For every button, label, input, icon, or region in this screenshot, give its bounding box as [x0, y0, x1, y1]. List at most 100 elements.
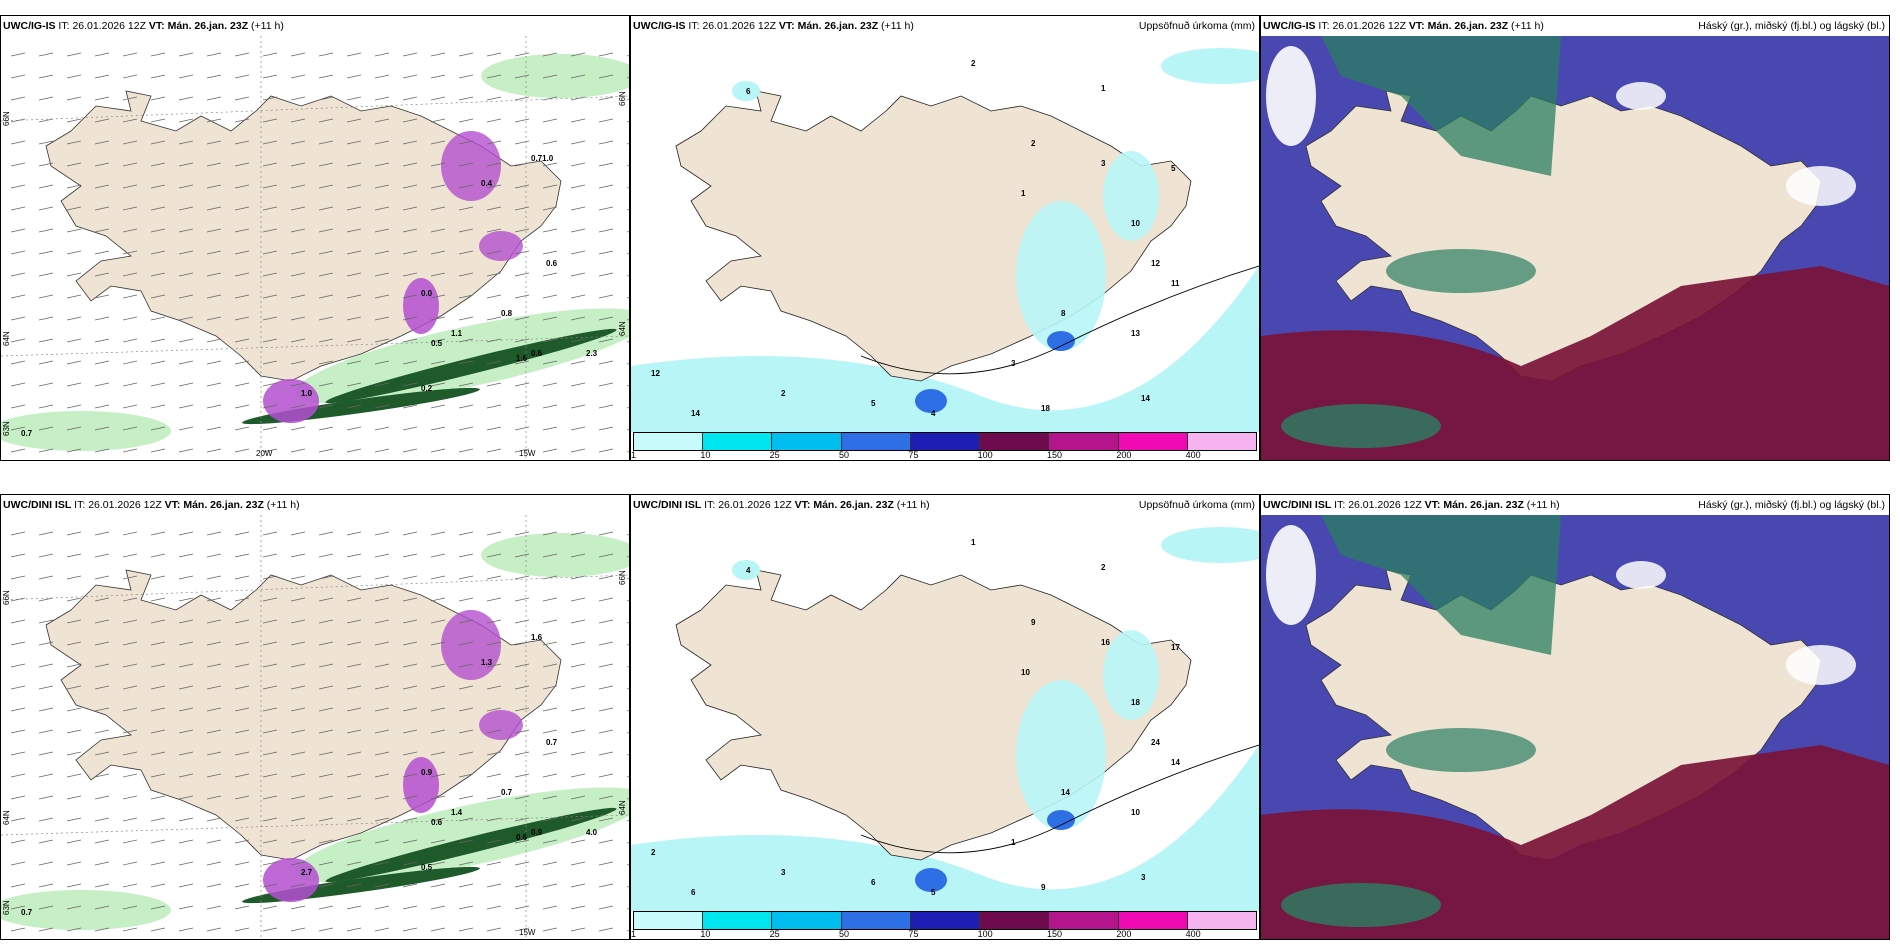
- wind-barb: [10, 272, 26, 277]
- wind-barb: [374, 729, 390, 734]
- wind-barb: [598, 729, 614, 734]
- precip-value: 1: [971, 538, 976, 547]
- snow-area: [403, 757, 439, 813]
- panel-title: Uppsöfnuð úrkoma (mm): [1138, 499, 1255, 511]
- wind-barb: [374, 773, 390, 778]
- wind-barb: [38, 685, 54, 690]
- wind-barb: [10, 74, 26, 79]
- wind-barb: [234, 426, 250, 431]
- wind-barb: [66, 316, 82, 321]
- wind-barb: [486, 751, 502, 756]
- lat-label: 64N: [2, 810, 11, 825]
- wind-barb: [346, 685, 362, 690]
- wind-barb: [430, 118, 446, 123]
- wind-barb: [542, 96, 558, 101]
- wind-barb: [514, 316, 530, 321]
- wind-barb: [262, 861, 278, 866]
- wind-barb: [38, 641, 54, 646]
- wind-barb: [318, 404, 334, 409]
- wind-barb: [94, 531, 110, 536]
- wind-barb: [290, 316, 306, 321]
- wind-barb: [122, 96, 138, 101]
- wind-barb: [598, 228, 614, 233]
- wind-barb: [402, 404, 418, 409]
- clear-area: [1616, 561, 1666, 589]
- wind-barb: [234, 641, 250, 646]
- legend-swatch: [1049, 433, 1119, 450]
- wind-barb: [262, 140, 278, 145]
- cloud-map: [1261, 36, 1889, 460]
- wind-barb: [402, 861, 418, 866]
- wind-barb: [430, 360, 446, 365]
- wind-barb: [234, 839, 250, 844]
- wind-barb: [318, 663, 334, 668]
- wind-barb: [10, 883, 26, 888]
- wind-barb: [598, 162, 614, 167]
- wind-barb: [10, 839, 26, 844]
- wind-barb: [122, 729, 138, 734]
- wind-barb: [10, 338, 26, 343]
- wind-barb: [402, 729, 418, 734]
- precip-value: 6: [871, 878, 876, 887]
- wind-barb: [178, 707, 194, 712]
- wind-barb: [486, 685, 502, 690]
- wind-barb: [430, 250, 446, 255]
- wind-barb: [38, 404, 54, 409]
- precip-band: [481, 533, 629, 577]
- wind-barb: [318, 729, 334, 734]
- wind-barb: [206, 751, 222, 756]
- wind-barb: [598, 74, 614, 79]
- precip-area: [732, 81, 760, 101]
- wind-barb: [38, 162, 54, 167]
- wind-barb: [150, 575, 166, 580]
- wind-barb: [402, 206, 418, 211]
- wind-barb: [262, 52, 278, 57]
- wind-barb: [598, 861, 614, 866]
- wind-barb: [458, 272, 474, 277]
- wind-barb: [346, 74, 362, 79]
- wind-barb: [290, 448, 306, 453]
- legend-tick-label: 75: [908, 450, 919, 460]
- wind-barb: [318, 52, 334, 57]
- precip-value: 1.6: [516, 354, 528, 363]
- wind-barb: [122, 250, 138, 255]
- legend-swatch: [841, 912, 911, 929]
- wind-barb: [542, 641, 558, 646]
- wind-barb: [374, 905, 390, 910]
- wind-barb: [178, 927, 194, 932]
- wind-barb: [234, 316, 250, 321]
- wind-barb: [122, 74, 138, 79]
- wind-barb: [542, 553, 558, 558]
- wind-barb: [10, 162, 26, 167]
- wind-barb: [598, 619, 614, 624]
- wind-barb: [318, 531, 334, 536]
- wind-barb: [66, 707, 82, 712]
- wind-barb: [570, 404, 586, 409]
- legend-tick-label: 200: [1116, 450, 1132, 460]
- wind-barb: [234, 250, 250, 255]
- wind-barb: [402, 927, 418, 932]
- panel-igis-precip: UWC/IG-IS IT: 26.01.2026 12Z VT: Mán. 26…: [630, 15, 1260, 461]
- wind-barb: [542, 140, 558, 145]
- precip-value: 4: [931, 409, 936, 418]
- wind-barb: [458, 883, 474, 888]
- wind-barb: [458, 360, 474, 365]
- precip-value: 6: [746, 87, 751, 96]
- high-cloud-area: [1281, 404, 1441, 448]
- cloud-map: [1261, 515, 1889, 939]
- wind-barb: [178, 426, 194, 431]
- wind-barb: [122, 118, 138, 123]
- wind-barb: [402, 338, 418, 343]
- wind-barb: [262, 905, 278, 910]
- wind-barb: [262, 316, 278, 321]
- wind-barb: [206, 206, 222, 211]
- wind-barb: [206, 316, 222, 321]
- wind-barb: [94, 927, 110, 932]
- wind-barb: [458, 250, 474, 255]
- wind-barb: [486, 575, 502, 580]
- wind-barb: [262, 272, 278, 277]
- wind-barb: [514, 751, 530, 756]
- wind-barb: [346, 817, 362, 822]
- wind-barb: [374, 228, 390, 233]
- wind-barb: [290, 773, 306, 778]
